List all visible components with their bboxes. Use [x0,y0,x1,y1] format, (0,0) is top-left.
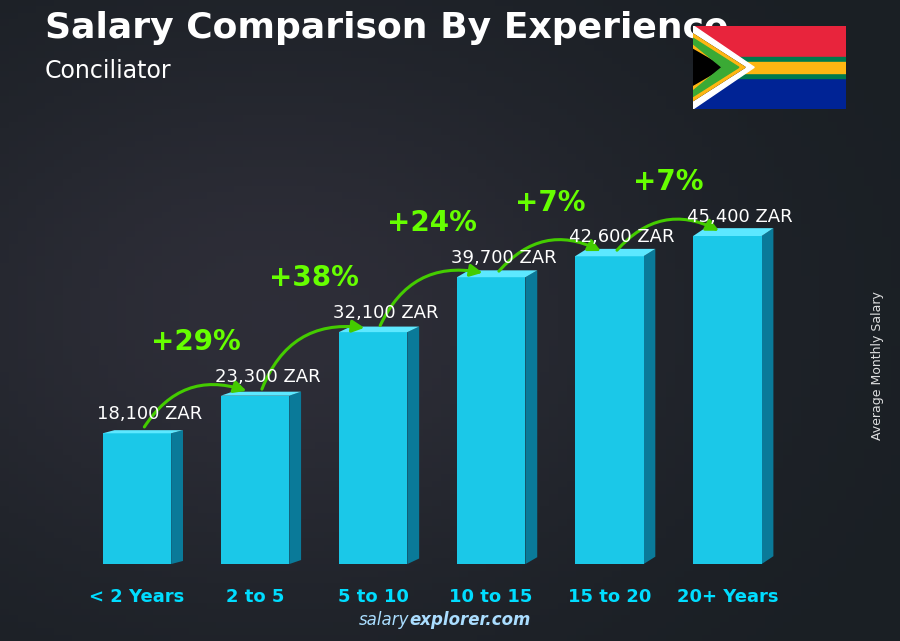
Polygon shape [644,249,655,564]
Bar [339,332,408,564]
Bar [693,62,846,72]
Polygon shape [693,34,745,101]
Polygon shape [289,392,302,564]
Text: 18,100 ZAR: 18,100 ZAR [97,405,202,423]
Polygon shape [220,392,302,395]
Bar [693,26,846,67]
Polygon shape [761,228,773,564]
Text: 45,400 ZAR: 45,400 ZAR [688,208,793,226]
Text: 2 to 5: 2 to 5 [226,588,284,606]
Polygon shape [693,34,745,101]
Bar [457,277,526,564]
Bar [220,395,289,564]
Text: 23,300 ZAR: 23,300 ZAR [215,368,320,386]
Text: 15 to 20: 15 to 20 [568,588,651,606]
Polygon shape [693,38,739,96]
Bar [693,67,846,109]
Polygon shape [575,249,655,256]
Text: +24%: +24% [387,210,477,237]
Bar [693,57,846,78]
Text: +38%: +38% [269,264,359,292]
Polygon shape [339,326,419,332]
Text: 32,100 ZAR: 32,100 ZAR [333,304,438,322]
Text: < 2 Years: < 2 Years [89,588,184,606]
Text: 20+ Years: 20+ Years [677,588,778,606]
Text: +7%: +7% [515,188,586,217]
Text: +29%: +29% [151,328,241,356]
Bar [103,433,171,564]
Polygon shape [693,228,773,236]
Text: Average Monthly Salary: Average Monthly Salary [871,291,884,440]
Text: explorer.com: explorer.com [410,612,531,629]
Bar [575,256,644,564]
Text: 5 to 10: 5 to 10 [338,588,409,606]
Text: Conciliator: Conciliator [45,60,172,83]
Text: 42,600 ZAR: 42,600 ZAR [569,228,675,246]
Text: 39,700 ZAR: 39,700 ZAR [451,249,557,267]
Text: 10 to 15: 10 to 15 [449,588,533,606]
Text: salary: salary [359,612,410,629]
Polygon shape [171,430,183,564]
Polygon shape [408,326,419,564]
Polygon shape [526,271,537,564]
Text: Salary Comparison By Experience: Salary Comparison By Experience [45,11,728,45]
Polygon shape [693,26,754,109]
Text: +7%: +7% [633,169,704,196]
Polygon shape [103,430,183,433]
Bar [693,236,761,564]
Polygon shape [457,271,537,277]
